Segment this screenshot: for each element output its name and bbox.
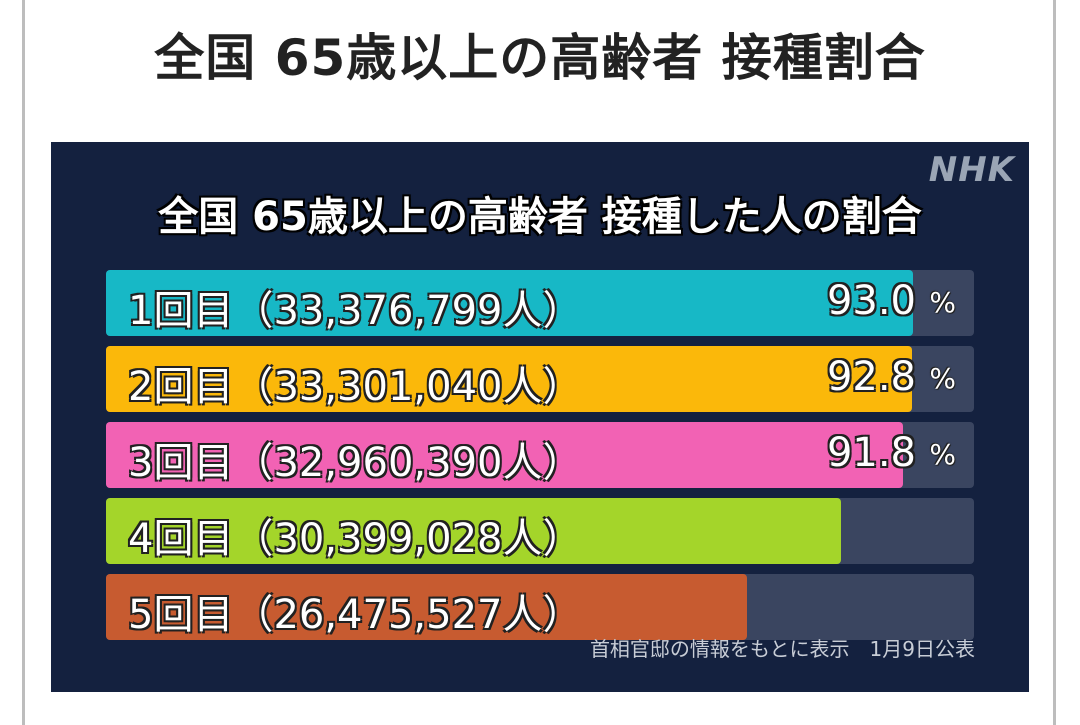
- bar-fill: [106, 346, 912, 412]
- page-title: 全国 65歳以上の高齢者 接種割合: [154, 29, 926, 87]
- bar-fill: [106, 270, 914, 336]
- bar-label: 3回目（32,960,390人）: [128, 440, 583, 486]
- bar-unit-label: %: [929, 286, 956, 319]
- bar-fill: [106, 498, 842, 564]
- chart-title: 全国 65歳以上の高齢者 接種した人の割合: [158, 194, 922, 240]
- bar-track: 3回目（32,960,390人） 91.8%: [106, 422, 974, 488]
- bar-value-label: 93.0: [826, 278, 916, 324]
- bar-unit-label: %: [929, 438, 956, 471]
- bar-fill: [106, 422, 903, 488]
- bar-label: 2回目（33,301,040人）: [128, 364, 583, 410]
- bar-track: 1回目（33,376,799人） 93.0%: [106, 270, 974, 336]
- frame-left-border: [22, 0, 25, 725]
- bar-label: 5回目（26,475,527人）: [128, 592, 583, 638]
- bar-track: 5回目（26,475,527人）: [106, 574, 974, 640]
- chart-panel: NHK 全国 65歳以上の高齢者 接種した人の割合 1回目（33,376,799…: [51, 142, 1029, 692]
- bar-track: 2回目（33,301,040人） 92.8%: [106, 346, 974, 412]
- source-footnote: 首相官邸の情報をもとに表示 1月9日公表: [589, 637, 975, 661]
- nhk-logo: NHK: [928, 150, 1015, 190]
- bar-track: 4回目（30,399,028人）: [106, 498, 974, 564]
- bar-value-label: 92.8: [826, 354, 916, 400]
- frame-right-border: [1053, 0, 1056, 725]
- bar-label: 4回目（30,399,028人）: [128, 516, 583, 562]
- bar-value-label: 91.8: [826, 430, 916, 476]
- bar-fill: [106, 574, 747, 640]
- bar-label: 1回目（33,376,799人）: [128, 288, 583, 334]
- bar-unit-label: %: [929, 362, 956, 395]
